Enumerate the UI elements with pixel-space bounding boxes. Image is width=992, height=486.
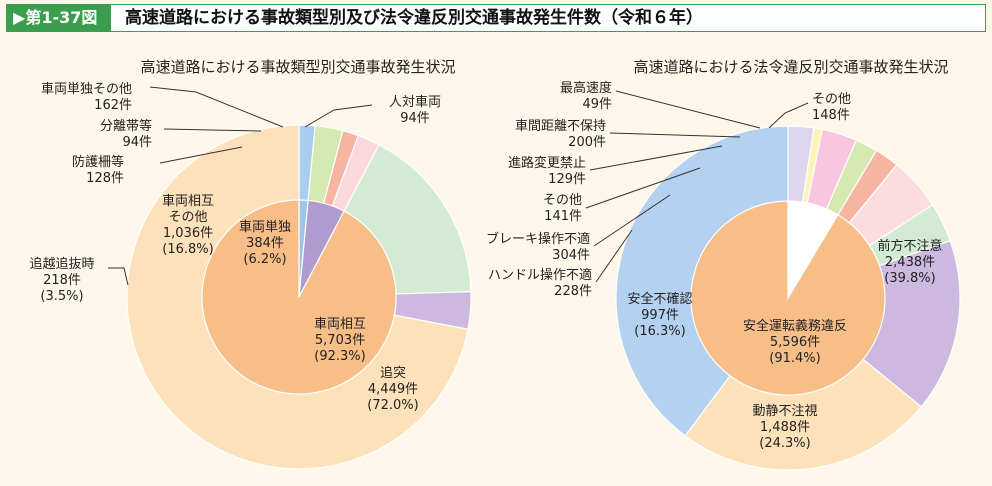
chart-1-label-inner-0: 車両相互 5,703件(92.3%)	[314, 317, 366, 364]
chart-1-leader-outer-3	[159, 146, 243, 164]
label-count: 141件	[544, 209, 582, 224]
chart-1-label-outer-1: 追越追抜時 218件(3.5%)	[29, 256, 94, 304]
label-pct: (39.8%)	[884, 271, 935, 286]
chart-2-label-outer-1: 動静不注視 1,488件(24.3%)	[752, 404, 817, 451]
label-count: 148件	[812, 108, 850, 123]
play-triangle-icon: ▶	[13, 8, 26, 27]
chart-2-label-outer-7: 車間距離不保持 200件	[515, 119, 606, 150]
chart-1-inner-slice-0	[201, 199, 397, 395]
chart-2-leader-outer-5	[585, 167, 701, 209]
chart-1-leader-outer-1	[108, 267, 129, 286]
label-count: 228件	[554, 284, 592, 299]
label-pct: (6.2%)	[243, 252, 286, 267]
label-name: 防護柵等	[72, 154, 124, 170]
chart-2-leader-outer-9	[768, 102, 809, 129]
label-count: 128件	[86, 171, 124, 186]
label-name: ブレーキ操作不適	[486, 231, 590, 247]
chart-2-inner-slice-0	[690, 200, 886, 396]
label-count: 4,449件	[368, 382, 418, 397]
label-name: ハンドル操作不適	[488, 267, 592, 283]
label-pct: (16.3%)	[634, 324, 685, 339]
chart-2-label-outer-5: その他 141件	[543, 193, 582, 224]
chart-2-label-outer-6: 進路変更禁止 129件	[508, 155, 586, 187]
chart-2-leader-outer-6	[589, 145, 723, 171]
label-name: 車両相互	[314, 317, 366, 332]
chart-2-label-outer-0: 前方不注意 2,438件(39.8%)	[877, 238, 942, 286]
label-name-line-2: その他	[168, 210, 207, 225]
figure-number: 第1-37図	[25, 8, 98, 27]
label-name: 進路変更禁止	[508, 155, 586, 171]
chart-1-label-outer-6: 人対車両 94件	[389, 95, 441, 126]
label-count: 304件	[552, 248, 590, 263]
label-name: 追突	[380, 365, 406, 381]
label-name: 車両単独その他	[41, 81, 132, 97]
label-count: 162件	[94, 98, 132, 113]
label-count: 1,036件	[163, 226, 213, 241]
chart-1-label-outer-3: 防護柵等 128件	[72, 154, 124, 186]
chart-1-label-inner-1: 車両単独 384件(6.2%)	[239, 219, 291, 267]
chart-2-label-outer-3: ハンドル操作不適 228件	[488, 267, 592, 299]
label-name: 車両単独	[239, 219, 291, 235]
chart-1-label-outer-0: 追突 4,449件(72.0%)	[367, 365, 418, 413]
label-count: 49件	[582, 97, 612, 112]
label-count: 5,596件	[770, 335, 820, 350]
label-name-line-1: 車両相互	[162, 194, 214, 209]
label-pct: (16.8%)	[162, 242, 213, 257]
chart-2-label-outer-9: その他 148件	[812, 92, 851, 123]
label-name: その他	[543, 193, 582, 208]
chart-2-label-outer-2: 安全不確認 997件(16.3%)	[627, 291, 692, 339]
label-count: 2,438件	[885, 255, 935, 270]
chart-1-leader-outer-5	[149, 86, 284, 128]
chart-1-label-outer-4: 分離帯等 94件	[100, 118, 152, 150]
chart-2-leader-outer-4	[593, 194, 671, 247]
label-pct: (24.3%)	[759, 436, 810, 451]
label-count: 200件	[568, 135, 606, 150]
chart-2-label-outer-8: 最高速度 49件	[560, 80, 612, 112]
chart-1-label-outer-2: 車両相互その他 1,036件(16.8%)	[162, 194, 214, 257]
chart-2-title: 高速道路における法令違反別交通事故発生状況	[633, 58, 948, 76]
label-count: 384件	[246, 236, 284, 251]
chart-1-leader-outer-6	[304, 104, 373, 128]
label-count: 997件	[641, 308, 679, 323]
label-name: 分離帯等	[100, 118, 152, 134]
label-count: 5,703件	[315, 333, 365, 348]
label-name: その他	[812, 92, 851, 107]
label-pct: (91.4%)	[769, 351, 820, 366]
label-name: 安全運転義務違反	[743, 318, 847, 334]
figure-number-tag: ▶第1-37図	[7, 5, 111, 31]
label-name: 動静不注視	[752, 404, 817, 419]
chart-2-label-inner-0: 安全運転義務違反 5,596件(91.4%)	[743, 318, 847, 366]
label-name: 車間距離不保持	[515, 119, 606, 134]
label-count: 218件	[43, 273, 81, 288]
label-name: 前方不注意	[877, 238, 942, 254]
chart-1-leader-outer-4	[163, 128, 262, 132]
label-count: 1,488件	[760, 420, 810, 435]
chart-1-title: 高速道路における事故類型別交通事故発生状況	[140, 58, 455, 76]
figure-title: 高速道路における事故類型別及び法令違反別交通事故発生件数（令和６年）	[125, 8, 703, 28]
label-count: 94件	[122, 135, 152, 150]
label-name: 最高速度	[560, 80, 612, 96]
chart-2-leader-outer-7	[609, 132, 741, 138]
label-name: 追越追抜時	[29, 256, 94, 272]
label-pct: (3.5%)	[40, 289, 83, 304]
label-count: 94件	[400, 111, 430, 126]
label-count: 129件	[548, 172, 586, 187]
chart-2-leader-outer-8	[615, 90, 761, 129]
figure-header: ▶第1-37図 高速道路における事故類型別及び法令違反別交通事故発生件数（令和６…	[6, 4, 986, 32]
label-name: 人対車両	[389, 95, 441, 110]
label-name: 安全不確認	[627, 291, 692, 307]
chart-2-label-outer-4: ブレーキ操作不適 304件	[486, 231, 590, 263]
label-pct: (72.0%)	[367, 398, 418, 413]
label-pct: (92.3%)	[314, 349, 365, 364]
chart-1-label-outer-5: 車両単独その他 162件	[41, 81, 132, 113]
chart-2-leader-outer-3	[595, 229, 633, 283]
